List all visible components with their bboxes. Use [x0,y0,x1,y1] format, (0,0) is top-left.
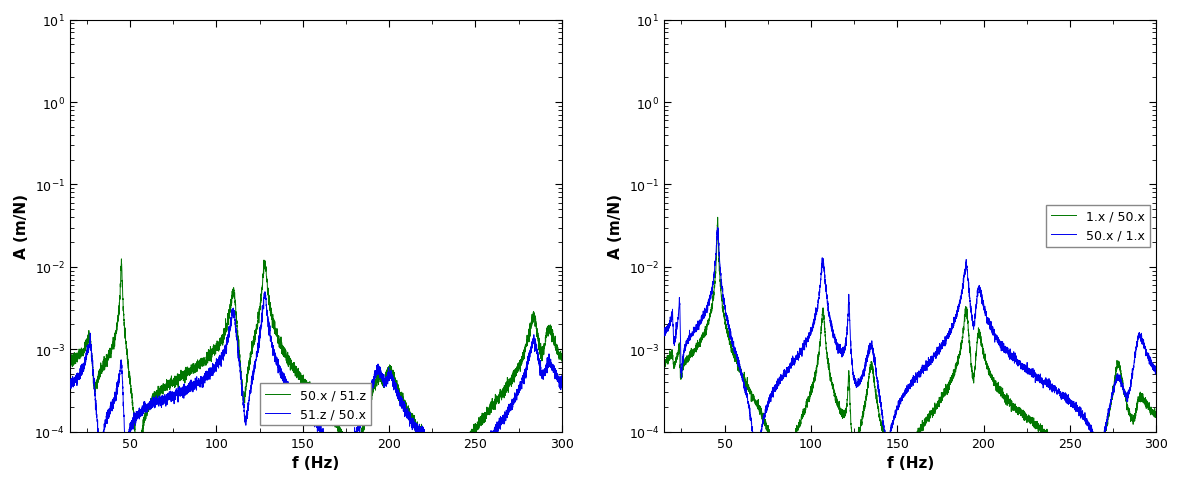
50.x / 1.x [1061,454,1076,459]
1.x / 50.x [953,299,967,305]
1.x / 50.x [978,306,992,312]
Legend: 50.x / 51.z, 51.z / 50.x: 50.x / 51.z, 51.z / 50.x [260,383,371,425]
51.z / 50.x [251,318,265,324]
1.x / 50.x [747,440,761,446]
Y-axis label: A (m/N): A (m/N) [14,194,28,258]
51.z / 50.x [467,428,481,434]
Line: 1.x / 50.x: 1.x / 50.x [664,228,1156,467]
50.x / 51.z [430,456,444,462]
50.x / 51.z [251,343,265,348]
50.x / 1.x [845,433,859,439]
51.z / 50.x [430,466,444,472]
51.z / 50.x [152,389,167,395]
1.x / 50.x [710,225,725,231]
1.x / 50.x [1149,367,1163,373]
50.x / 1.x [657,360,671,366]
Line: 50.x / 51.z: 50.x / 51.z [70,292,561,484]
X-axis label: f (Hz): f (Hz) [886,455,934,470]
51.z / 50.x [554,358,569,364]
50.x / 1.x [978,355,992,361]
50.x / 51.z [152,398,167,404]
51.z / 50.x [63,354,77,360]
50.x / 51.z [383,370,397,376]
X-axis label: f (Hz): f (Hz) [292,455,339,470]
1.x / 50.x [749,464,764,470]
50.x / 1.x [710,215,725,221]
Line: 51.z / 50.x: 51.z / 50.x [70,259,561,484]
Y-axis label: A (m/N): A (m/N) [609,194,623,258]
1.x / 50.x [1061,395,1076,401]
50.x / 51.z [467,458,481,464]
50.x / 1.x [953,352,967,358]
50.x / 1.x [1025,417,1039,423]
50.x / 51.z [358,407,372,412]
50.x / 51.z [554,385,569,391]
Line: 50.x / 1.x: 50.x / 1.x [664,218,1156,484]
1.x / 50.x [845,363,859,369]
50.x / 1.x [747,395,761,401]
1.x / 50.x [1025,374,1039,380]
1.x / 50.x [657,333,671,339]
50.x / 51.z [63,379,77,385]
51.z / 50.x [358,419,372,424]
51.z / 50.x [115,257,129,262]
51.z / 50.x [383,366,397,372]
50.x / 51.z [258,289,272,295]
50.x / 1.x [1149,414,1163,420]
Legend: 1.x / 50.x, 50.x / 1.x: 1.x / 50.x, 50.x / 1.x [1046,205,1150,247]
